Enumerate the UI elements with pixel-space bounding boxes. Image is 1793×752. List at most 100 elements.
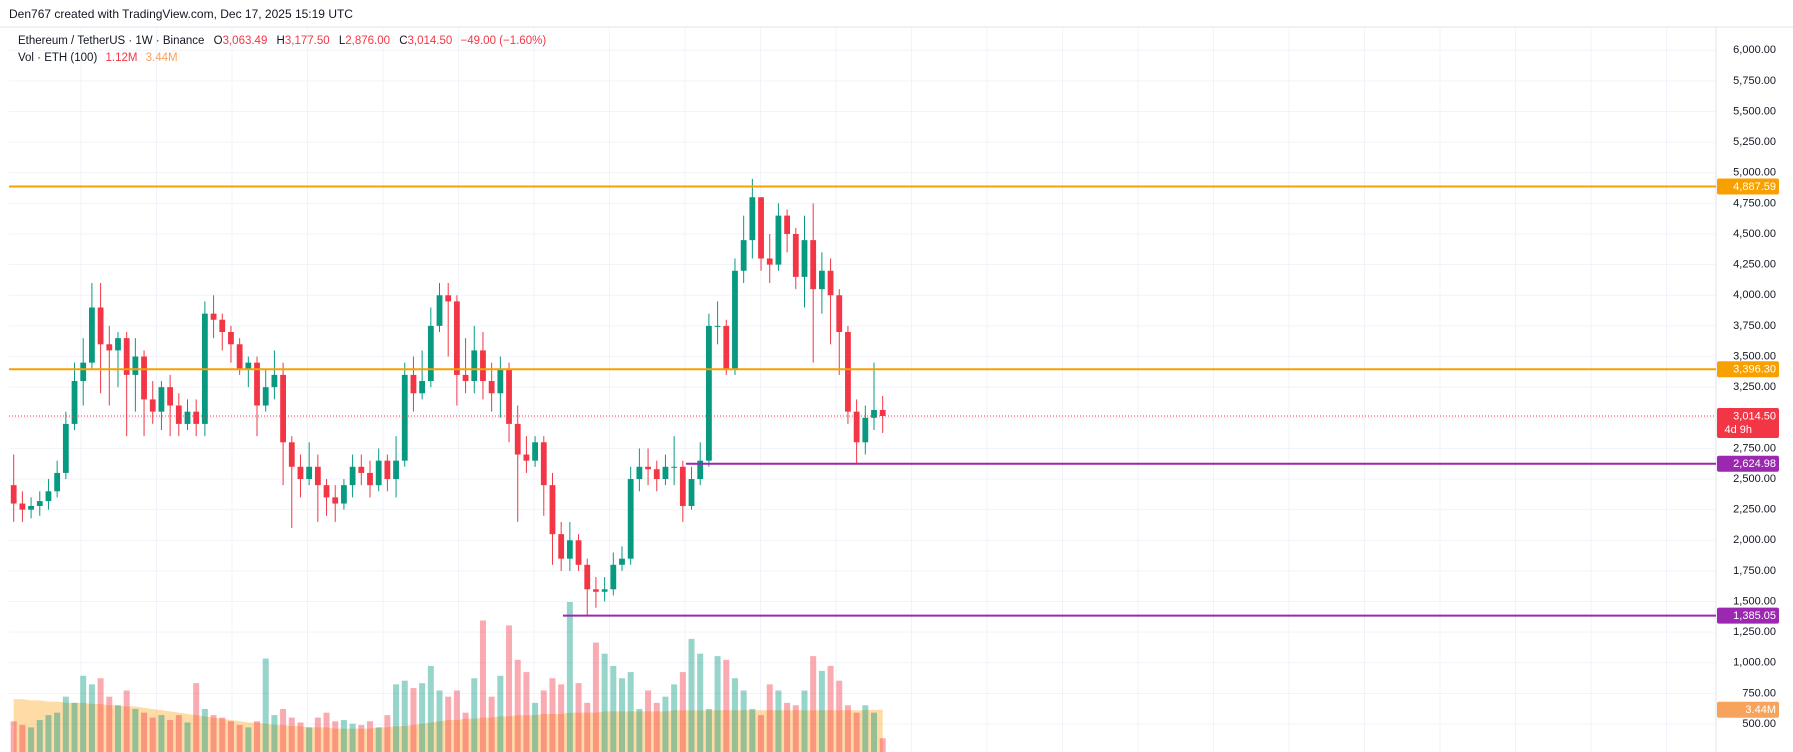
level-badge (1717, 607, 1779, 624)
candle-body (271, 374, 278, 388)
y-tick-label: 1,250.00 (1733, 626, 1776, 638)
volume-bar (193, 683, 200, 752)
candle-body (393, 460, 399, 480)
candle-body (653, 469, 660, 480)
y-tick-label: 4,000.00 (1733, 289, 1776, 301)
volume-bar (80, 675, 87, 752)
volume-bar (106, 696, 113, 752)
candle-body (149, 399, 156, 412)
candle-body (801, 240, 808, 277)
level-badge (1717, 178, 1779, 195)
volume-bar (97, 678, 104, 752)
volume-bar (323, 712, 330, 752)
candle-body (749, 197, 756, 241)
candle-body (193, 411, 200, 424)
candle-body (575, 540, 582, 565)
volume-bar (419, 683, 426, 752)
candle-body (645, 466, 651, 470)
volume-bar (210, 715, 217, 752)
candle-body (254, 362, 260, 406)
candle-body (836, 295, 843, 333)
volume-bar (332, 721, 339, 752)
level-badge (1717, 455, 1779, 472)
candle-body (115, 338, 121, 351)
volume-bar (158, 715, 165, 752)
volume-bar (836, 680, 843, 752)
y-tick-label: 4,500.00 (1733, 228, 1776, 240)
volume-bar (810, 656, 817, 752)
y-tick-label: 5,250.00 (1733, 136, 1776, 148)
candle-body (549, 485, 556, 535)
candle-body (236, 344, 243, 369)
price-legend: Ethereum / TetherUS · 1W · Binance O3,06… (18, 33, 546, 50)
candle-body (506, 368, 512, 424)
candle-body (97, 307, 104, 345)
volume-ma-label: 3.44M (1745, 704, 1776, 716)
volume-bar (610, 665, 617, 752)
candle-body (480, 350, 486, 382)
volume-bar (853, 712, 860, 752)
candle-body (445, 295, 452, 302)
candle-body (219, 319, 226, 333)
candle-body (540, 442, 547, 486)
volume-bar (584, 702, 591, 752)
volume-bar (141, 712, 148, 752)
y-tick-label: 1,750.00 (1733, 565, 1776, 577)
volume-bar (731, 678, 738, 752)
candle-body (141, 356, 147, 400)
candle-body (36, 501, 43, 506)
candle-body (245, 362, 252, 369)
candle-body (280, 374, 286, 443)
y-tick-label: 5,750.00 (1733, 75, 1776, 87)
candle-body (54, 472, 61, 492)
candle-body (210, 313, 217, 320)
volume-bar (540, 690, 547, 752)
volume-bar (462, 712, 469, 752)
y-tick-label: 5,500.00 (1733, 105, 1776, 117)
candle-body (358, 466, 365, 473)
candle-body (584, 564, 591, 590)
candle-body (845, 332, 851, 412)
volume-bar (506, 625, 513, 752)
volume-bar (254, 721, 261, 752)
candle-body (80, 362, 87, 382)
volume-bar (227, 721, 234, 752)
candle-body (401, 374, 408, 461)
volume-bar (349, 723, 356, 752)
candle-body (818, 270, 825, 290)
level-label: 2,624.98 (1733, 458, 1776, 470)
y-tick-label: 1,000.00 (1733, 657, 1776, 669)
candle-body (558, 534, 565, 559)
volume-bar (566, 602, 573, 752)
volume-bar (167, 720, 174, 752)
volume-bar (375, 727, 382, 752)
candle-body (827, 270, 834, 296)
candle-body (497, 368, 504, 394)
volume-bar (306, 727, 313, 752)
symbol: Ethereum / TetherUS · 1W · Binance (18, 35, 205, 47)
volume-bar (427, 665, 434, 752)
volume-bar (645, 690, 652, 752)
candle-body (419, 381, 426, 394)
y-tick-label: 500.00 (1742, 718, 1776, 730)
y-tick-label: 3,250.00 (1733, 381, 1776, 393)
volume-bar (688, 638, 695, 752)
volume-bar (88, 684, 95, 752)
volume-bar (801, 690, 808, 752)
y-tick-label: 2,250.00 (1733, 504, 1776, 516)
volume-bar (436, 690, 443, 752)
candle-body (566, 540, 573, 559)
volume-value: 1.12M (105, 52, 138, 64)
volume-bar (714, 656, 721, 752)
candle-body (740, 240, 747, 271)
candle-body (871, 409, 877, 418)
volume-bar (10, 721, 17, 752)
volume-bar (184, 722, 191, 752)
candle-body (10, 485, 17, 504)
candle-body (89, 307, 95, 363)
candle-body (636, 466, 643, 480)
ohlc-value: 3,177.50 (284, 35, 330, 47)
candle-body (723, 325, 730, 369)
volume-bar (236, 724, 243, 752)
candle-body (367, 472, 373, 486)
